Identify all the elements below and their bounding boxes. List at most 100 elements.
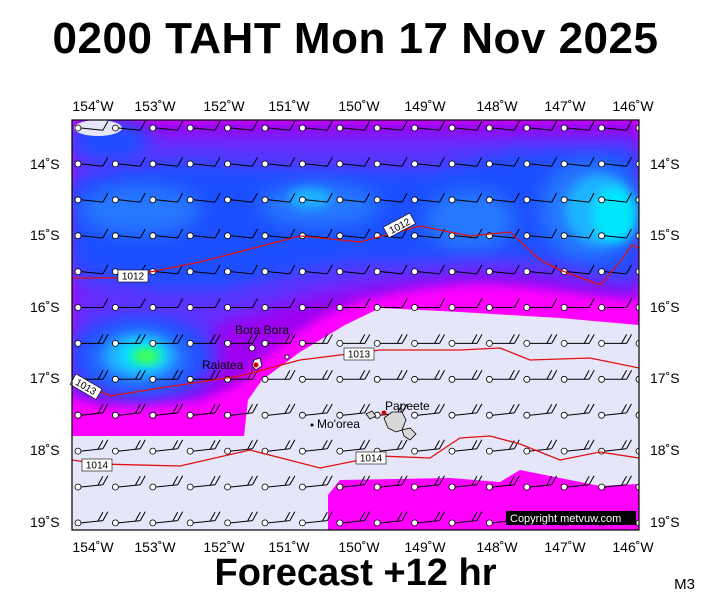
wind-barb-station	[448, 447, 456, 455]
wind-barb	[230, 439, 258, 452]
wind-barb-station	[149, 447, 157, 455]
wind-barb-station	[373, 375, 381, 383]
wind-barb	[529, 403, 558, 416]
wind-barb	[193, 334, 221, 344]
wind-barb	[230, 403, 258, 416]
wind-barb	[604, 403, 632, 416]
copyright-text: Copyright metvuw.com	[510, 513, 621, 525]
wind-barb	[267, 403, 296, 416]
isobar-label-1014a: 1014	[81, 458, 113, 472]
wind-barb-station	[598, 339, 605, 347]
wind-barb-station	[411, 232, 419, 240]
wind-barb	[455, 370, 483, 380]
wind-barb	[155, 370, 184, 380]
lon-label-top: 149˚W	[404, 98, 446, 114]
lavender-patch-topleft	[74, 120, 122, 136]
wind-barb	[567, 156, 595, 167]
lat-label-right: 19˚S	[650, 514, 680, 530]
wind-barb	[417, 403, 445, 416]
wind-barb-station	[74, 339, 82, 347]
wind-barb	[155, 511, 184, 524]
wind-barb-station	[336, 483, 344, 491]
wind-barb-station	[373, 160, 381, 168]
wind-barb	[193, 228, 221, 239]
wind-barb	[604, 475, 632, 488]
wind-barb	[492, 334, 520, 344]
wind-barb	[604, 228, 632, 239]
wind-barb	[380, 334, 408, 344]
wind-barb	[604, 192, 632, 203]
wind-barb	[268, 370, 296, 380]
wind-barb	[342, 475, 371, 488]
wind-barb-station	[373, 196, 381, 204]
wind-barb	[118, 228, 146, 239]
wind-barb	[267, 228, 296, 239]
wind-barb	[80, 156, 109, 167]
wind-barb	[230, 475, 258, 488]
wind-barb	[417, 192, 445, 203]
wind-barb	[155, 192, 184, 203]
wind-barb	[267, 156, 296, 167]
wind-barb-station	[74, 232, 82, 240]
lon-label-bottom: 147˚W	[544, 539, 586, 555]
wind-barb-station	[186, 519, 194, 527]
svg-text:1012: 1012	[122, 272, 145, 283]
wind-barb-station	[373, 339, 381, 347]
wind-barb	[118, 334, 146, 344]
wind-barb	[155, 156, 184, 167]
wind-barb	[492, 264, 520, 275]
label-moorea: Mo'orea	[317, 417, 360, 431]
svg-text:1014: 1014	[86, 461, 109, 472]
wind-barb-station	[485, 447, 493, 455]
wind-barb-station	[448, 339, 456, 347]
wind-barb	[642, 193, 669, 202]
wind-barb	[80, 475, 109, 488]
wind-barb-station	[298, 483, 306, 491]
wind-barb-station	[373, 268, 381, 276]
wind-barb	[80, 511, 109, 524]
isobar-1014	[72, 435, 639, 469]
wind-barb	[267, 192, 296, 203]
wind-barb-station	[74, 483, 82, 491]
wind-barb-station	[560, 483, 568, 491]
wind-barb-station	[411, 339, 419, 347]
moorea-island	[365, 410, 377, 420]
wind-barb	[567, 264, 595, 275]
wind-barb-station	[485, 268, 493, 276]
wind-barb	[230, 121, 258, 131]
isobar-label-1013a: 1013	[343, 347, 375, 361]
isobar-label-1012a: 1012	[117, 269, 149, 283]
wind-barb-station	[373, 519, 381, 527]
wind-barb-station	[411, 196, 419, 204]
wind-barb	[342, 511, 371, 524]
wind-barb	[305, 121, 333, 131]
wind-barb-station	[186, 268, 194, 276]
wind-barb	[492, 298, 520, 308]
wind-barb	[155, 264, 184, 275]
wind-barb	[305, 511, 333, 524]
wind-barb-station	[149, 375, 157, 383]
wind-barb-station	[560, 447, 568, 455]
wind-barb-station	[112, 304, 119, 311]
wind-barb-station	[224, 160, 232, 168]
wind-barb	[342, 403, 371, 416]
tahiti-island	[383, 411, 407, 433]
lon-label-top: 154˚W	[72, 98, 114, 114]
wind-barb-station	[74, 304, 82, 311]
wind-barb	[155, 298, 184, 308]
wind-barb	[380, 370, 408, 380]
wind-barb	[230, 156, 258, 167]
wind-barb	[342, 334, 371, 344]
wind-barb	[417, 511, 445, 524]
tahiti-iti	[401, 427, 417, 441]
wind-barb	[529, 192, 558, 203]
wind-barb-station	[598, 268, 605, 276]
lon-label-top: 150˚W	[338, 98, 380, 114]
wind-barb	[155, 121, 184, 131]
wind-barb-station	[149, 160, 157, 168]
wind-barb-station	[523, 232, 531, 240]
wind-barb-station	[74, 160, 82, 168]
label-raiatea: Raiatea	[202, 358, 244, 372]
wind-barb	[380, 511, 408, 524]
wind-barb	[305, 156, 333, 167]
